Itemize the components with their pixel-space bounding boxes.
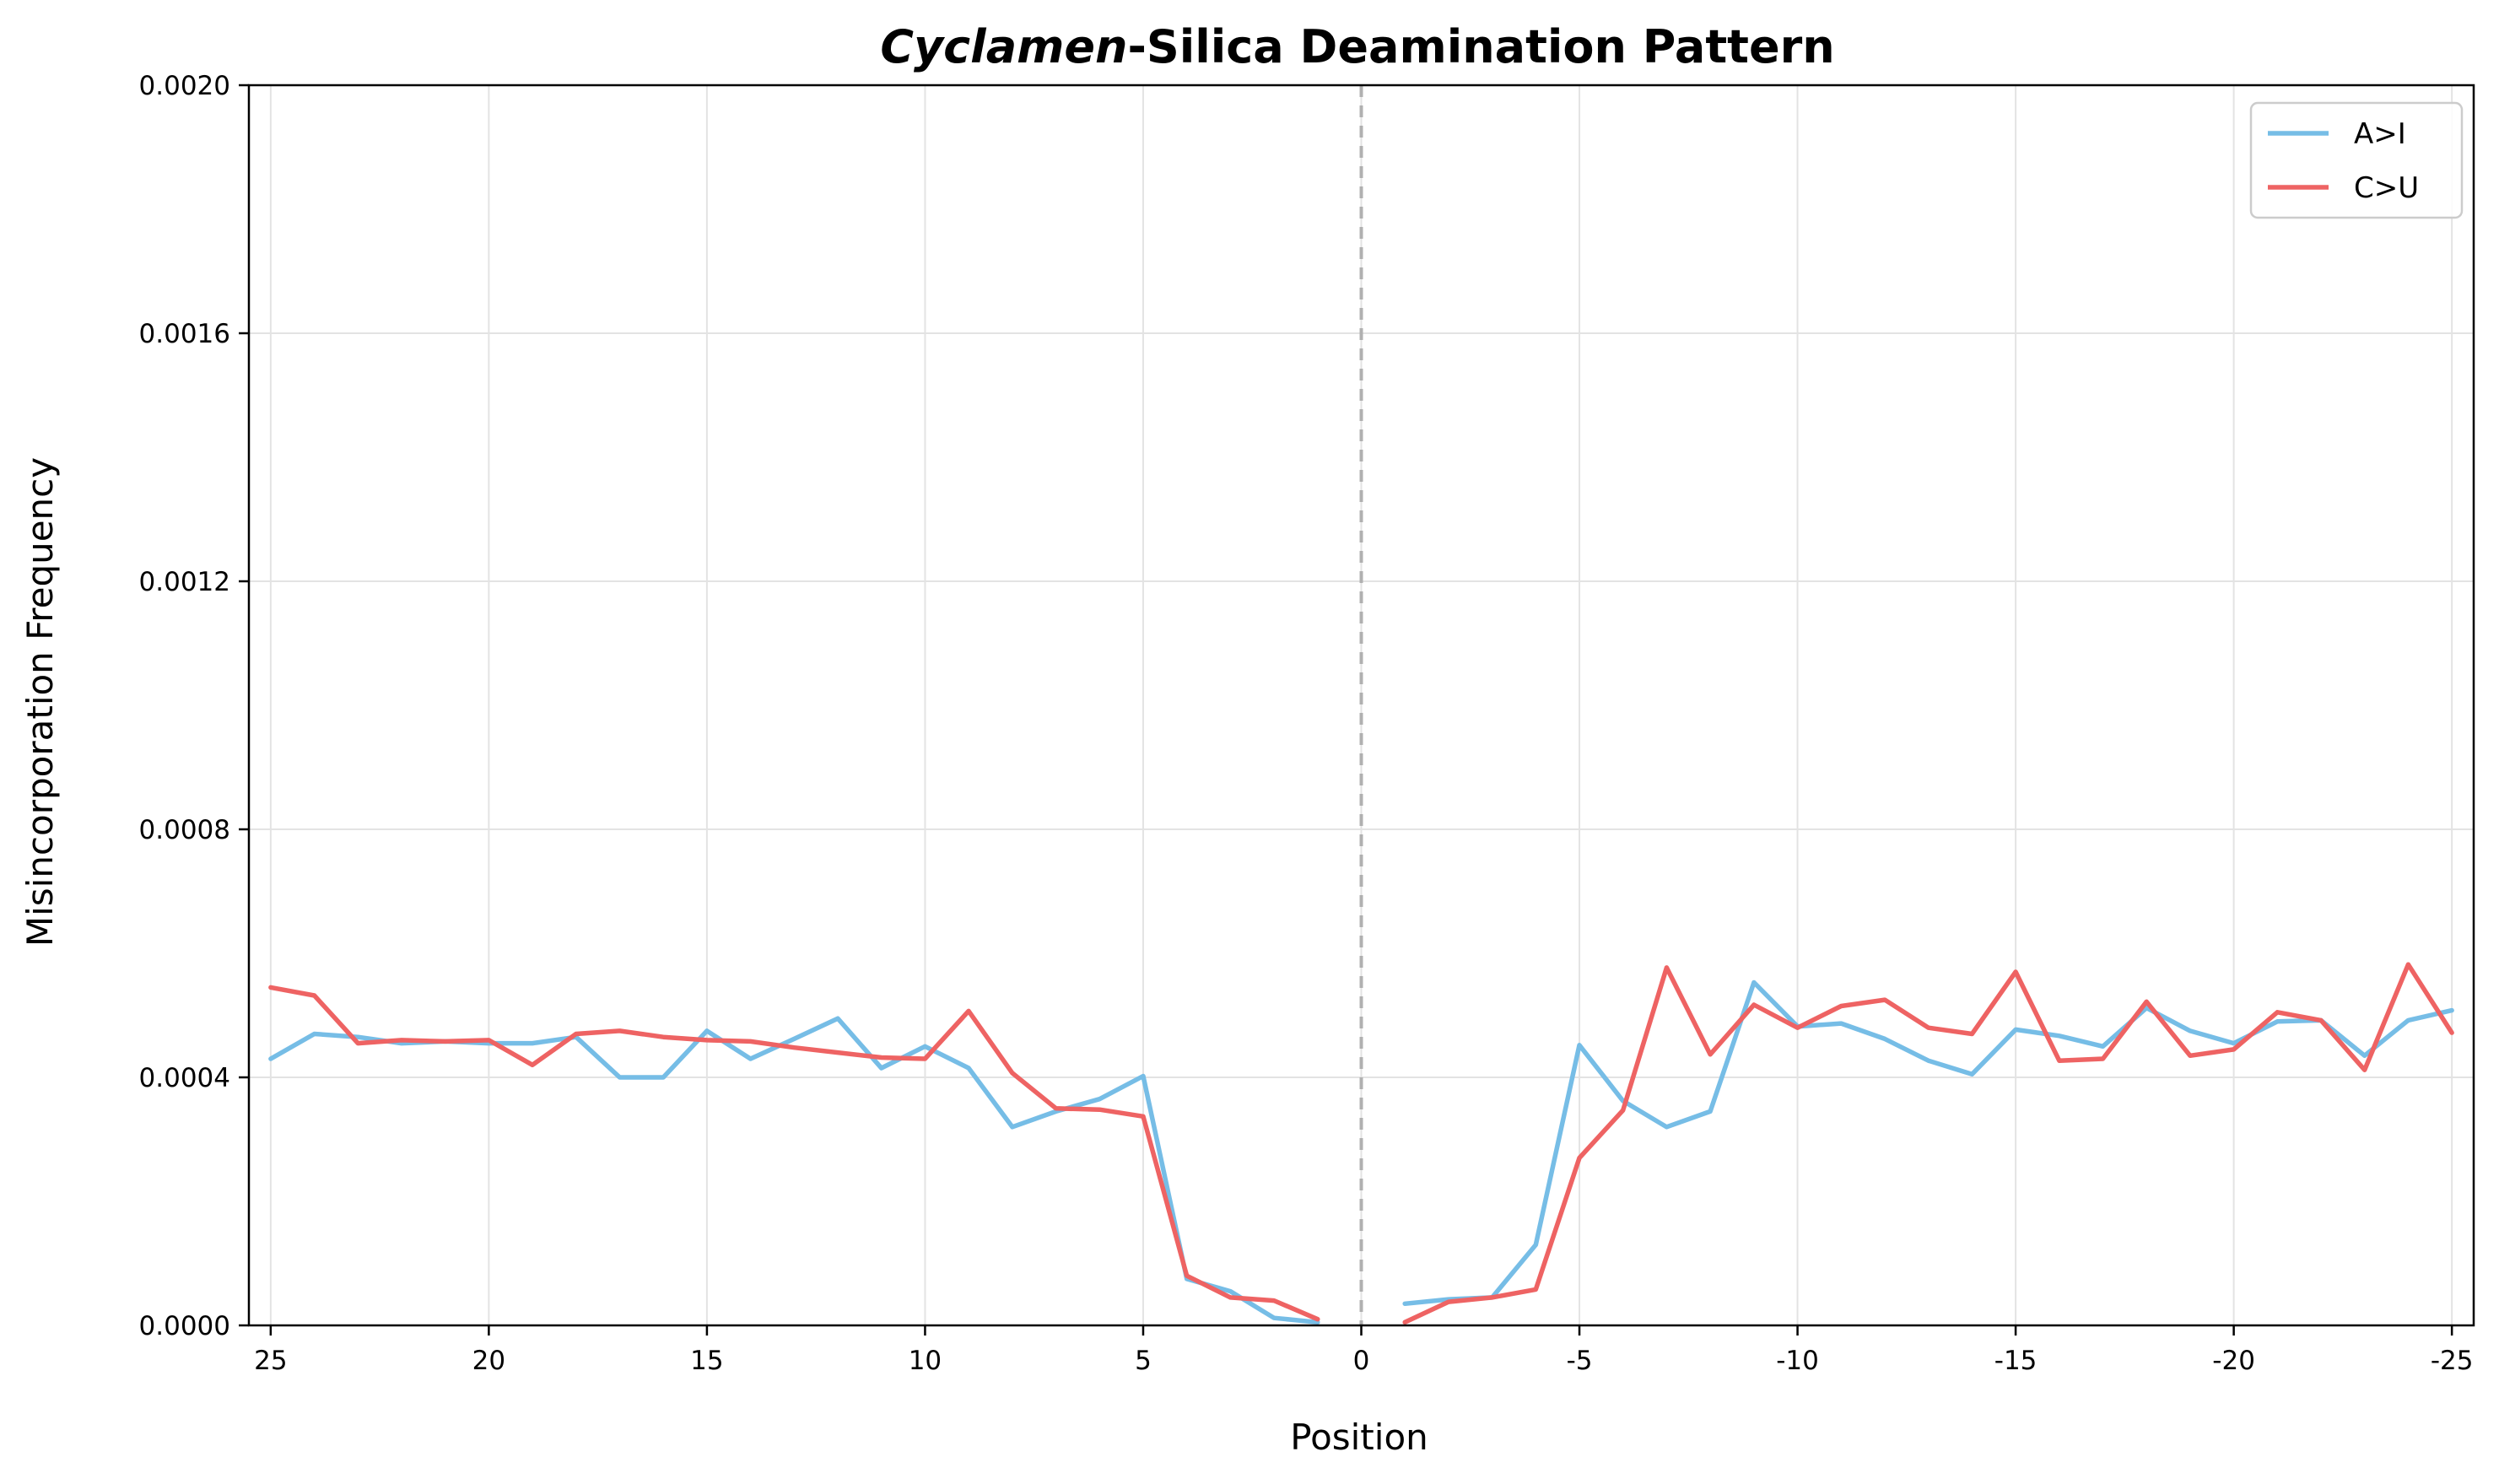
x-tick-label: 15	[690, 1346, 723, 1376]
y-tick-label: 0.0016	[139, 319, 230, 349]
y-tick-label: 0.0004	[139, 1063, 230, 1093]
y-tick-label: 0.0000	[139, 1311, 230, 1341]
ticks: 25 20 15 10 5 0 -5 -10 -15 -20 -25 0.0000 0.0004 0.00…	[139, 71, 2474, 1376]
series-line-c-u-5prime	[268, 985, 1320, 1322]
x-tick-label: 5	[1135, 1346, 1152, 1376]
chart-title: Cyclamen-Silica Deamination Pattern	[880, 20, 1834, 73]
chart-title-rest: -Silica Deamination Pattern	[1127, 20, 1834, 73]
x-tick-label: -5	[1567, 1346, 1593, 1376]
x-tick-label: 10	[909, 1346, 942, 1376]
x-tick-label: 20	[472, 1346, 505, 1376]
x-tick-label: 25	[254, 1346, 287, 1376]
series-layer	[268, 962, 2454, 1325]
series-line-a-i-3prime	[1402, 979, 2454, 1307]
y-tick-label: 0.0020	[139, 71, 230, 101]
legend-label-a-i: A>I	[2354, 117, 2406, 151]
legend-label-c-u: C>U	[2354, 171, 2419, 205]
x-tick-label: -20	[2212, 1346, 2255, 1376]
x-tick-label: 0	[1353, 1346, 1370, 1376]
y-tick-label: 0.0012	[139, 567, 230, 597]
chart-title-italic: Cyclamen	[880, 20, 1127, 73]
legend: A>I C>U	[2249, 101, 2464, 219]
x-tick-label: -25	[2431, 1346, 2474, 1376]
y-tick-label: 0.0008	[139, 815, 230, 845]
x-axis-label: Position	[1290, 1417, 1428, 1458]
series-line-c-u-3prime	[1402, 962, 2454, 1325]
x-tick-label: -15	[1994, 1346, 2038, 1376]
y-axis-label: Misincorporation Frequency	[19, 457, 61, 947]
x-tick-label: -10	[1776, 1346, 1819, 1376]
